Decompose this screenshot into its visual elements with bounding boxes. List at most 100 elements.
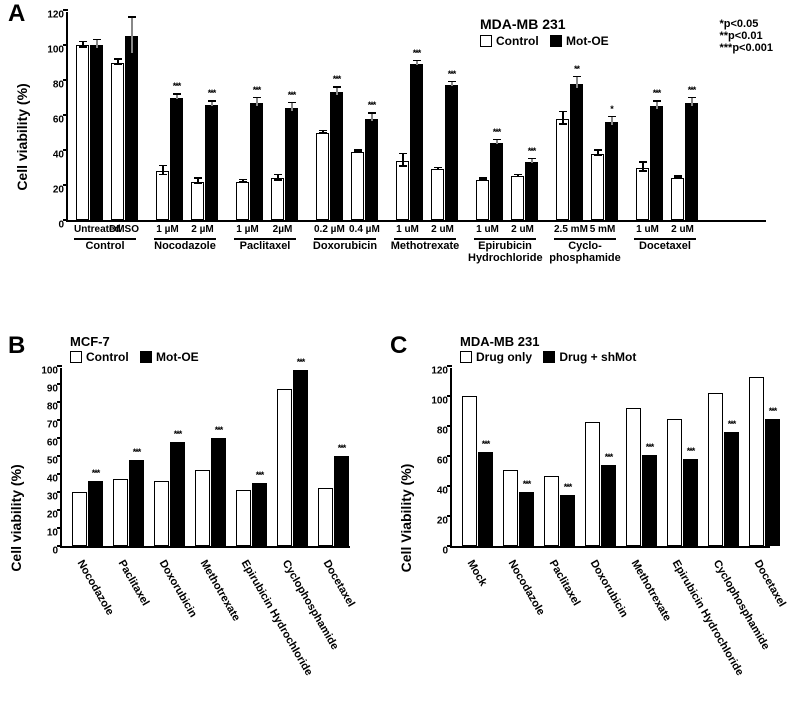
significance-marker: *** bbox=[413, 48, 421, 58]
error-bar bbox=[211, 100, 213, 107]
significance-marker: *** bbox=[523, 479, 531, 489]
significance-marker: *** bbox=[338, 443, 346, 453]
bar-white bbox=[191, 182, 204, 221]
panel-a-label: A bbox=[8, 0, 25, 28]
significance-marker: *** bbox=[297, 357, 305, 367]
y-tick: 80 bbox=[47, 402, 62, 413]
legend-label: Control bbox=[86, 350, 129, 364]
y-tick: 100 bbox=[41, 366, 62, 377]
significance-marker: *** bbox=[174, 429, 182, 439]
y-tick-mark bbox=[57, 473, 62, 475]
y-axis-label: Cell Viability (%) bbox=[398, 464, 414, 573]
bar-white bbox=[476, 180, 489, 220]
plot-area: 0102030405060708090100******************… bbox=[60, 368, 350, 548]
bar-pair: *** bbox=[708, 393, 739, 546]
bar-white bbox=[511, 176, 524, 220]
x-dose-label: DMSO bbox=[109, 224, 136, 235]
bar-black: *** bbox=[519, 492, 534, 546]
y-tick-mark bbox=[63, 79, 68, 81]
bar-pair: *** bbox=[671, 103, 698, 220]
y-tick: 60 bbox=[47, 438, 62, 449]
bar-white bbox=[271, 178, 284, 220]
plot-area: 020406080100120*************************… bbox=[66, 12, 766, 222]
legend-label: Mot-OE bbox=[156, 350, 199, 364]
bar-white bbox=[351, 152, 364, 220]
panel-b-title: MCF-7 bbox=[70, 334, 110, 349]
error-bar bbox=[437, 167, 439, 171]
panel-c-legend: Drug only Drug + shMot bbox=[460, 350, 644, 366]
error-bar bbox=[336, 86, 338, 97]
significance-marker: *** bbox=[728, 419, 736, 429]
significance-marker: *** bbox=[173, 81, 181, 91]
y-axis-label: Cell viability (%) bbox=[14, 83, 30, 190]
bar-white bbox=[72, 492, 87, 546]
error-bar bbox=[451, 81, 453, 88]
y-tick: 70 bbox=[47, 420, 62, 431]
bar-white bbox=[667, 419, 682, 547]
error-bar bbox=[162, 165, 164, 176]
legend-label: Drug + shMot bbox=[559, 350, 636, 364]
x-category-label: Nocodazole bbox=[506, 558, 547, 617]
x-category-label: Paclitaxel bbox=[116, 558, 152, 608]
y-tick: 80 bbox=[53, 80, 68, 91]
bar-white bbox=[708, 393, 723, 546]
bar-black: *** bbox=[683, 459, 698, 546]
error-bar bbox=[482, 177, 484, 181]
y-tick-mark bbox=[447, 515, 452, 517]
bar-white bbox=[113, 479, 128, 546]
panel-a: A MDA-MB 231 Control Mot-OE *p<0.05 **p<… bbox=[0, 0, 787, 320]
error-bar bbox=[197, 177, 199, 184]
bar-pair: *** bbox=[626, 408, 657, 546]
error-bar bbox=[256, 97, 258, 108]
error-bar bbox=[242, 179, 244, 183]
panel-b-label: B bbox=[8, 332, 25, 360]
bar-pair: *** bbox=[277, 370, 308, 546]
panel-c-label: C bbox=[390, 332, 407, 360]
bar-pair: *** bbox=[511, 162, 538, 220]
bar-black: *** bbox=[211, 438, 226, 546]
x-dose-label: 2 µM bbox=[189, 224, 216, 235]
error-bar bbox=[597, 149, 599, 156]
significance-marker: *** bbox=[482, 439, 490, 449]
x-category-label: Mock bbox=[465, 558, 489, 588]
bar-white bbox=[591, 154, 604, 221]
y-tick: 20 bbox=[47, 510, 62, 521]
legend-item: Drug + shMot bbox=[543, 350, 636, 364]
x-dose-label: 2 uM bbox=[509, 224, 536, 235]
significance-marker: *** bbox=[253, 85, 261, 95]
y-tick: 50 bbox=[47, 456, 62, 467]
bar-black: *** bbox=[293, 370, 308, 546]
significance-marker: *** bbox=[769, 406, 777, 416]
error-bar bbox=[357, 149, 359, 153]
legend-item: Mot-OE bbox=[140, 350, 199, 364]
bar-pair: *** bbox=[351, 119, 378, 221]
bar-black: *** bbox=[88, 481, 103, 546]
bar-black: *** bbox=[205, 105, 218, 221]
y-tick: 30 bbox=[47, 492, 62, 503]
bar-black: *** bbox=[560, 495, 575, 546]
error-bar bbox=[277, 174, 279, 181]
bar-white bbox=[749, 377, 764, 547]
bar-black: ** bbox=[570, 84, 583, 221]
significance-marker: *** bbox=[688, 85, 696, 95]
error-bar bbox=[117, 58, 119, 65]
x-dose-label: 1 uM bbox=[474, 224, 501, 235]
bar-pair: *** bbox=[476, 143, 503, 220]
y-tick-mark bbox=[447, 485, 452, 487]
y-tick: 40 bbox=[53, 150, 68, 161]
error-bar bbox=[371, 112, 373, 123]
y-tick: 80 bbox=[437, 426, 452, 437]
x-category-label: Doxorubicin bbox=[157, 558, 199, 620]
bar-white bbox=[462, 396, 477, 546]
bar-white bbox=[544, 476, 559, 547]
bar-black: *** bbox=[250, 103, 263, 220]
bar-white bbox=[556, 119, 569, 221]
significance-marker: *** bbox=[605, 452, 613, 462]
bar-white bbox=[277, 389, 292, 546]
x-axis-labels: UntreatedDMSOControl1 µM2 µMNocodazole1 … bbox=[66, 224, 766, 270]
bar-pair: *** bbox=[72, 481, 103, 546]
x-dose-label: 2µM bbox=[269, 224, 296, 235]
y-tick-mark bbox=[447, 365, 452, 367]
significance-marker: *** bbox=[493, 127, 501, 137]
y-tick-mark bbox=[63, 149, 68, 151]
